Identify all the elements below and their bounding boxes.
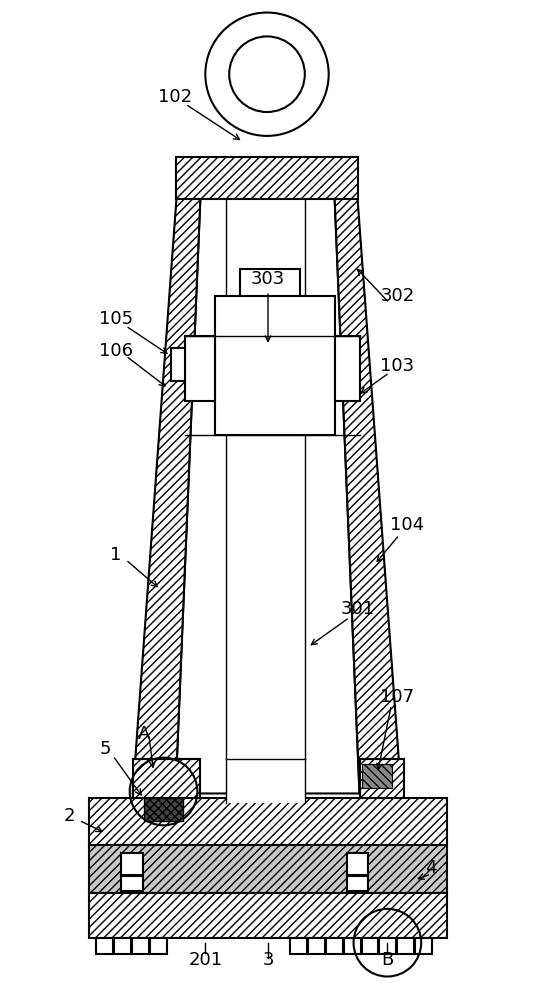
Bar [89, 893, 447, 938]
Bar [335, 336, 360, 401]
Text: 107: 107 [380, 688, 415, 706]
Bar [326, 938, 342, 954]
Polygon shape [133, 199, 200, 793]
Bar [360, 759, 404, 798]
Bar [133, 759, 200, 798]
Bar [121, 853, 143, 875]
Text: A: A [137, 725, 150, 743]
Text: 201: 201 [188, 951, 223, 969]
Bar [362, 764, 392, 788]
Text: 103: 103 [380, 357, 415, 375]
Bar [362, 764, 392, 788]
Bar [415, 938, 432, 954]
Bar [177, 157, 357, 199]
Bar [347, 853, 369, 875]
Bar [89, 845, 447, 893]
Bar [360, 759, 404, 798]
Bar [362, 938, 378, 954]
Text: 106: 106 [99, 342, 133, 360]
Circle shape [205, 13, 328, 136]
Text: 301: 301 [340, 600, 374, 618]
Text: 4: 4 [425, 859, 437, 877]
Text: 2: 2 [63, 807, 75, 825]
Bar [133, 759, 200, 798]
Bar [177, 157, 357, 199]
Text: B: B [381, 951, 394, 969]
Polygon shape [335, 199, 401, 793]
Bar [226, 759, 305, 803]
Text: 105: 105 [99, 310, 133, 328]
Text: 104: 104 [390, 516, 424, 534]
Bar [96, 938, 113, 954]
Bar [89, 798, 447, 845]
Bar [89, 845, 447, 893]
Text: 302: 302 [380, 287, 415, 305]
Bar [215, 296, 335, 435]
Text: 102: 102 [158, 88, 193, 106]
Text: 1: 1 [110, 546, 121, 564]
Bar [89, 798, 447, 845]
Bar [398, 938, 414, 954]
Bar [308, 938, 325, 954]
Text: 303: 303 [251, 270, 285, 288]
Bar [121, 876, 143, 891]
Bar [150, 938, 166, 954]
Text: 3: 3 [262, 951, 274, 969]
Bar [89, 893, 447, 938]
Bar [379, 938, 396, 954]
Bar [347, 876, 369, 891]
Text: 5: 5 [99, 740, 111, 758]
Bar [240, 269, 300, 435]
Bar [132, 938, 149, 954]
Bar [143, 798, 184, 821]
Circle shape [229, 36, 305, 112]
Bar [143, 798, 184, 821]
Bar [114, 938, 131, 954]
Bar [290, 938, 307, 954]
Bar [186, 336, 215, 401]
Bar [171, 348, 186, 381]
Polygon shape [175, 199, 360, 793]
Bar [343, 938, 361, 954]
